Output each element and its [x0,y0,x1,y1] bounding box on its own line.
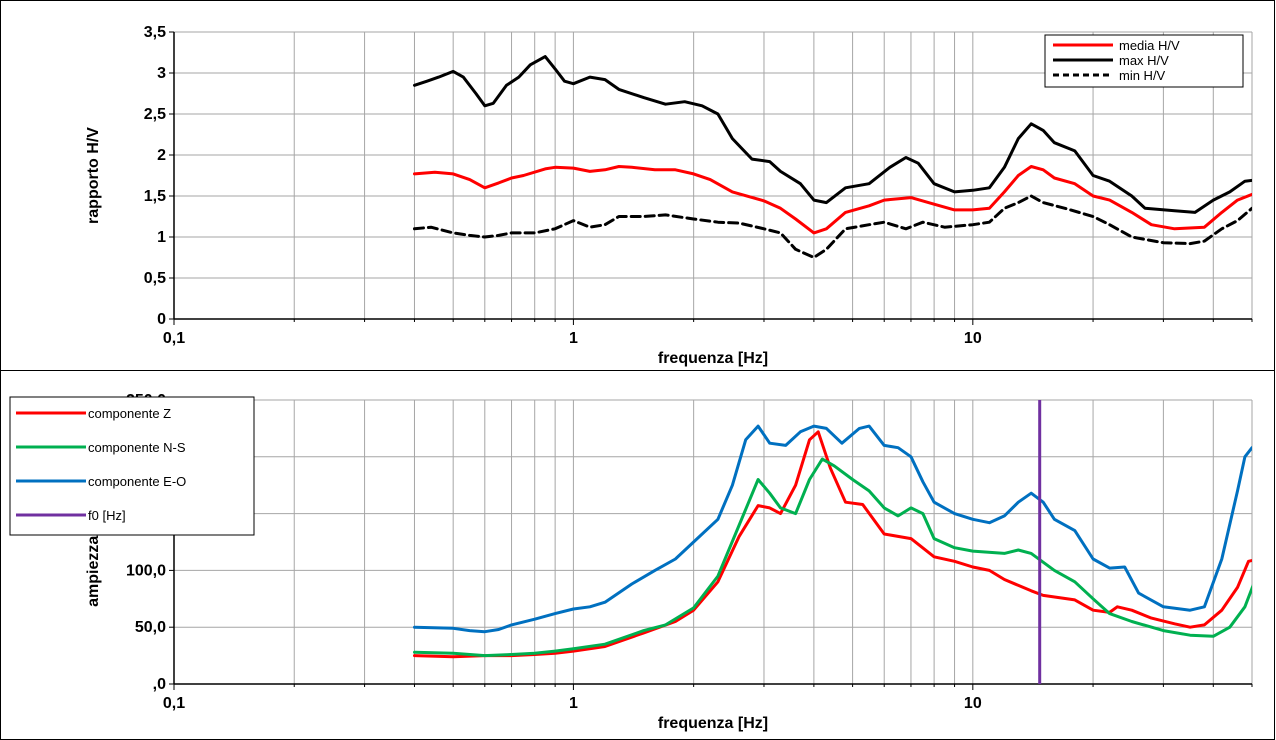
x-tick-label: 10 [964,330,982,347]
y-tick-label: 2 [157,147,166,164]
series-line-min-h-v [413,194,1252,259]
y-tick-label: 100,0 [126,562,166,579]
legend-label: max H/V [1119,53,1169,68]
y-tick-label: 0,5 [144,270,166,287]
x-tick-label: 0,1 [163,330,185,347]
y-tick-label: 3 [157,65,166,82]
legend-label: min H/V [1119,68,1166,83]
x-tick-label: 1 [569,695,578,712]
y-tick-label: 1,5 [144,188,166,205]
series-line-media-h-v [413,165,1252,235]
amplitude-chart-panel: ,050,0100,0150,0200,0250,00,1110frequenz… [0,370,1275,740]
series-line-componente-n-s [413,457,1252,658]
x-tick-label: 0,1 [163,695,185,712]
series-line-componente-z [413,430,1252,659]
legend-label: componente N-S [88,440,186,455]
plot-area [174,400,1252,684]
y-tick-label: 3,5 [144,24,166,41]
y-tick-label: 2,5 [144,106,166,123]
hv-ratio-chart: 0 0,5 1 1,5 2 2,5 3 3,5 0,1 1 10 frequenza [Hz] rapp… [85,24,1253,367]
legend: componente Z componente N-S componente E-O… [9,396,255,536]
y-tick-label: 1 [157,229,166,246]
legend-label: componente Z [88,406,171,421]
hv-ratio-chart-panel: 0 0,5 1 1,5 2 2,5 3 3,5 0,1 1 10 frequenza [Hz] rapp… [0,0,1275,371]
legend-box [9,396,255,536]
x-axis-label: frequenza [Hz] [658,715,768,732]
legend-label: media H/V [1119,38,1180,53]
y-tick-label: ,0 [153,676,166,693]
x-axis-label: frequenza [Hz] [658,350,768,367]
x-tick-label: 10 [964,695,982,712]
y-axis-label: rapporto H/V [85,127,102,224]
legend-label: f0 [Hz] [88,508,126,523]
series-line-componente-e-o [413,424,1252,634]
series-group [413,400,1252,684]
y-tick-label: 0 [157,311,166,328]
series-line-max-h-v [413,55,1252,214]
series-group [413,55,1252,259]
amplitude-chart: ,050,0100,0150,0200,0250,00,1110frequenz… [9,392,1253,732]
legend-label: componente E-O [88,474,186,489]
y-tick-label: 50,0 [135,619,166,636]
x-tick-label: 1 [569,330,578,347]
